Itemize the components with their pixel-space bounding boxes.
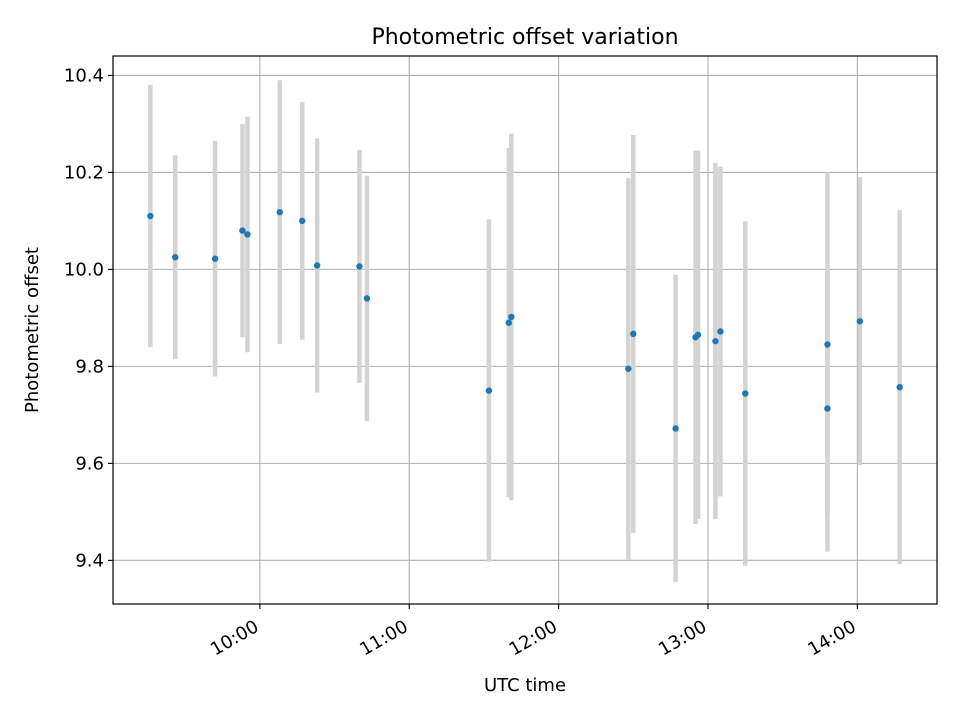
data-point <box>672 425 679 432</box>
y-tick-label: 9.8 <box>75 356 104 377</box>
plot-frame <box>112 55 938 605</box>
x-axis-label: UTC time <box>484 675 566 696</box>
data-point <box>824 341 831 348</box>
grid <box>113 56 937 604</box>
chart-title: Photometric offset variation <box>371 25 678 50</box>
data-point <box>712 337 719 345</box>
data-point <box>244 231 251 238</box>
data-point <box>508 313 515 321</box>
data-point <box>505 319 513 326</box>
y-tick-label: 9.4 <box>75 550 104 571</box>
plot-background <box>113 56 937 604</box>
y-axis-label: Photometric offset <box>22 247 43 413</box>
data-point <box>313 262 321 269</box>
data-point <box>630 330 637 338</box>
data-point <box>239 227 246 234</box>
data-point <box>856 318 864 325</box>
data-point <box>211 255 219 262</box>
data-point <box>172 254 179 261</box>
data-point <box>824 405 831 412</box>
data-point <box>363 295 371 302</box>
data-point <box>147 212 154 220</box>
y-axis-ticks: 9.4 9.6 9.8 10.0 10.2 10.4 <box>64 65 113 571</box>
data-point <box>625 365 632 372</box>
data-point <box>717 328 724 335</box>
data-points <box>147 208 903 432</box>
data-point <box>896 384 903 391</box>
y-tick-label: 10.4 <box>64 65 104 86</box>
y-tick-label: 10.0 <box>64 259 104 280</box>
data-point <box>276 208 283 216</box>
data-point <box>485 387 493 394</box>
data-point <box>298 217 306 225</box>
data-point <box>356 263 363 270</box>
y-tick-label: 10.2 <box>64 162 104 183</box>
y-tick-label: 9.6 <box>75 453 104 474</box>
data-point <box>742 390 749 397</box>
data-point <box>694 331 702 339</box>
